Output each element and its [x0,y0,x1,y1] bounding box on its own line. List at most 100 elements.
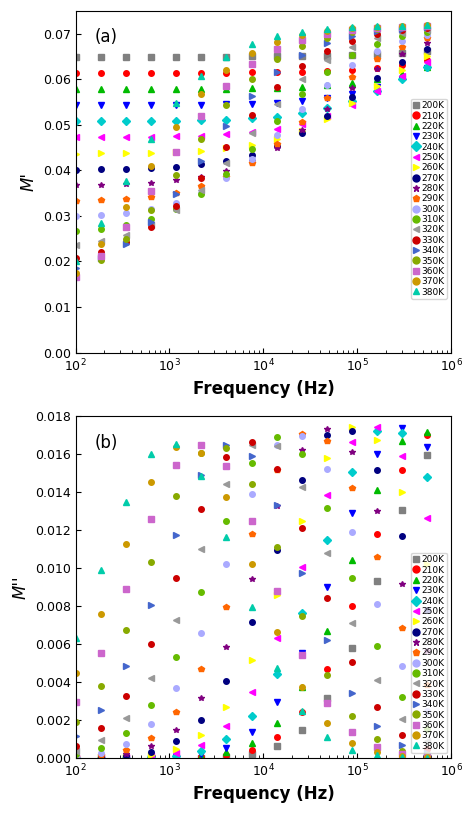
360K [448,753,454,763]
200K [448,43,454,53]
330K [415,739,420,749]
Legend: 200K, 210K, 220K, 230K, 240K, 250K, 260K, 270K, 280K, 290K, 300K, 310K, 320K, 33: 200K, 210K, 220K, 230K, 240K, 250K, 260K… [411,98,447,300]
360K [415,751,420,761]
280K [303,122,309,132]
280K [295,128,301,138]
250K [390,77,395,87]
320K [390,30,395,40]
280K [296,449,302,459]
200K [73,52,78,62]
Line: 280K: 280K [73,427,454,760]
270K [448,664,454,674]
340K [448,751,454,761]
380K [413,20,419,30]
360K [296,36,302,46]
200K [73,753,78,763]
320K [74,746,80,755]
290K [448,716,454,725]
330K [448,22,454,32]
280K [448,32,454,42]
270K [74,753,80,763]
310K [415,713,420,723]
340K [415,746,420,755]
320K [448,23,454,33]
210K [295,67,301,77]
250K [448,46,454,55]
360K [304,661,310,671]
200K [74,52,80,62]
370K [73,668,78,678]
250K [391,436,396,446]
290K [391,599,396,609]
300K [390,39,395,49]
240K [303,108,309,118]
220K [296,82,302,92]
350K [295,42,301,52]
370K [182,440,188,449]
Line: 250K: 250K [73,48,454,140]
360K [303,33,309,43]
260K [74,753,80,763]
370K [304,691,310,701]
220K [448,54,454,63]
370K [413,21,419,31]
Line: 360K: 360K [73,442,454,760]
260K [391,466,396,475]
200K [303,721,309,731]
370K [295,31,301,41]
210K [296,711,302,720]
290K [448,28,454,38]
310K [448,24,454,34]
340K [296,561,302,571]
300K [296,430,302,440]
220K [413,426,419,435]
250K [296,120,302,129]
Line: 300K: 300K [73,431,454,759]
380K [390,21,395,31]
260K [74,149,80,159]
230K [295,96,301,106]
310K [73,226,78,236]
200K [390,49,395,59]
220K [390,452,395,462]
380K [304,713,310,723]
Line: 290K: 290K [73,30,454,204]
240K [296,109,302,119]
250K [296,570,302,580]
260K [448,627,454,637]
270K [296,482,302,492]
320K [415,729,420,739]
240K [74,753,80,763]
230K [402,423,408,433]
Line: 210K: 210K [73,430,454,760]
300K [296,107,302,116]
290K [295,120,301,130]
330K [245,437,251,447]
Line: 300K: 300K [73,28,454,219]
280K [296,127,302,137]
320K [304,494,310,504]
200K [413,471,419,481]
270K [303,466,309,476]
240K [413,68,419,77]
250K [448,583,454,593]
350K [74,269,80,279]
250K [295,120,301,129]
280K [323,424,328,434]
270K [303,126,309,136]
340K [391,735,396,745]
340K [303,48,309,58]
240K [391,422,396,432]
340K [230,439,236,449]
380K [415,753,420,763]
360K [296,645,302,654]
230K [73,100,78,110]
350K [74,716,80,725]
220K [303,675,309,685]
320K [73,746,78,756]
220K [295,689,301,698]
Line: 320K: 320K [73,25,454,248]
300K [415,690,420,700]
350K [391,743,396,753]
Line: 340K: 340K [73,441,454,759]
